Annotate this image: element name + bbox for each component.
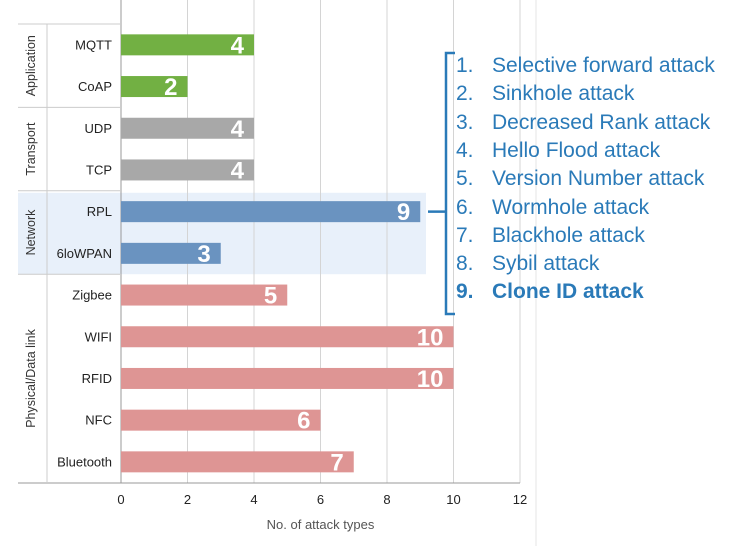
bar-value-label: 4 [231, 116, 245, 143]
bar [121, 242, 221, 264]
x-tick-label: 10 [446, 492, 460, 507]
attack-list-text: Selective forward attack [492, 54, 715, 77]
category-label: RPL [87, 204, 112, 219]
bar [121, 451, 354, 473]
bar-value-label: 4 [231, 32, 245, 59]
category-label: Zigbee [72, 288, 112, 303]
bar [121, 409, 321, 431]
category-label: Bluetooth [57, 454, 112, 469]
attack-list-text: Clone ID attack [492, 280, 644, 304]
group-label: Transport [24, 122, 38, 176]
attack-list-number: 5. [456, 167, 474, 191]
attack-list-text: Sybil attack [492, 252, 600, 276]
bar-value-label: 9 [397, 199, 410, 226]
group-label: Application [24, 35, 38, 96]
category-label: NFC [85, 413, 112, 428]
attack-list-number: 3. [456, 110, 474, 134]
attack-list-text: Blackhole attack [492, 223, 645, 247]
group-label: Network [24, 209, 38, 256]
attack-list-number: 7. [456, 223, 474, 247]
group-label: Physical/Data link [24, 328, 38, 427]
category-label: WIFI [85, 329, 112, 344]
attack-list-item: 1. Selective forward attack [448, 52, 715, 80]
x-tick-label: 0 [117, 492, 124, 507]
bar [121, 76, 188, 98]
attack-list-item: 2. Sinkhole attack [448, 80, 634, 108]
bar [121, 201, 421, 223]
attack-list-number: 1. [456, 54, 474, 77]
bar-value-label: 5 [264, 283, 277, 310]
attack-list-number: 9. [456, 280, 474, 304]
attack-list-item: 4. Hello Flood attack [448, 137, 660, 165]
attack-list-text: Wormhole attack [492, 195, 650, 219]
category-label: UDP [85, 121, 112, 136]
bar-value-label: 2 [164, 74, 177, 101]
category-label: RFID [82, 371, 112, 386]
attack-list-item: 8. Sybil attack [448, 250, 599, 278]
attack-list-text: Sinkhole attack [492, 82, 635, 106]
bracket [444, 51, 455, 316]
attack-list-item: 6. Wormhole attack [448, 194, 649, 222]
bar-value-label: 10 [417, 324, 444, 351]
x-tick-label: 2 [184, 492, 191, 507]
bar-value-label: 6 [297, 408, 310, 435]
bar [121, 367, 454, 389]
category-label: 6loWPAN [57, 246, 112, 261]
x-tick-label: 4 [250, 492, 257, 507]
bar [121, 159, 254, 181]
bar-value-label: 3 [197, 241, 210, 268]
bar [121, 34, 254, 56]
attack-list-number: 8. [456, 252, 474, 276]
category-label: TCP [86, 162, 112, 177]
attack-list-item: 7. Blackhole attack [448, 222, 645, 250]
bar-value-label: 7 [330, 449, 343, 476]
bar [121, 326, 454, 348]
attack-list-number: 4. [456, 138, 474, 162]
attack-list-text: Version Number attack [492, 167, 705, 191]
category-label: CoAP [78, 79, 112, 94]
attack-list-item: 5. Version Number attack [448, 165, 704, 193]
attack-list-text: Hello Flood attack [492, 138, 661, 162]
bar-value-label: 10 [417, 366, 444, 393]
attack-list-item: 3. Decreased Rank attack [448, 109, 710, 137]
x-axis-label: No. of attack types [267, 517, 375, 532]
category-label: MQTT [75, 37, 112, 52]
bar [121, 117, 254, 139]
x-tick-label: 8 [383, 492, 390, 507]
attack-list-text: Decreased Rank attack [492, 110, 711, 134]
attack-list-number: 6. [456, 195, 474, 219]
x-tick-label: 6 [317, 492, 324, 507]
bar [121, 284, 288, 306]
x-tick-label: 12 [513, 492, 527, 507]
attack-list-number: 2. [456, 82, 474, 106]
bar-value-label: 4 [231, 157, 245, 184]
attack-list-item: 9. Clone ID attack [448, 278, 644, 306]
